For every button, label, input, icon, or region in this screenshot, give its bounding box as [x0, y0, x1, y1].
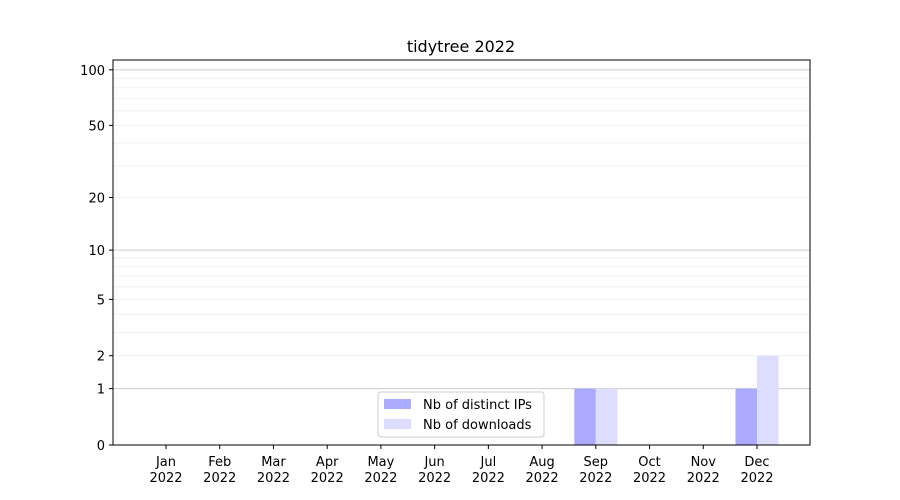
x-tick-label: Nov 2022	[687, 455, 720, 486]
chart-title: tidytree 2022	[407, 37, 515, 56]
y-tick-label: 100	[80, 64, 105, 79]
y-tick-label: 1	[97, 383, 105, 398]
y-tick-label: 20	[88, 192, 105, 207]
y-tick-label: 5	[97, 293, 105, 308]
y-tick-label: 2	[97, 350, 105, 365]
x-tick-label: Dec 2022	[740, 455, 773, 486]
legend-box	[377, 391, 545, 438]
x-tick-label: Sep 2022	[579, 455, 612, 486]
bar	[574, 388, 596, 445]
legend-label: Nb of distinct IPs	[423, 398, 532, 413]
x-tick-label: Mar 2022	[257, 455, 290, 486]
x-tick-label: Apr 2022	[311, 455, 344, 486]
x-tick-label: Feb 2022	[203, 455, 236, 486]
x-tick-label: May 2022	[364, 455, 397, 486]
legend-swatch	[384, 399, 411, 409]
plot-frame	[112, 59, 811, 446]
bars	[574, 355, 779, 445]
legend-swatch	[384, 419, 411, 429]
bar	[595, 388, 618, 445]
x-tick-label: Jun 2022	[418, 455, 451, 486]
x-axis: Jan 2022 Feb 2022 Mar 2022 Apr 2022 May 2022 Jun 20…	[149, 445, 774, 486]
legend-label: Nb of downloads	[423, 418, 532, 433]
x-tick-label: Aug 2022	[526, 455, 559, 486]
legend: Nb of distinct IPs Nb of downloads	[377, 391, 545, 438]
bar	[757, 355, 779, 445]
grid	[113, 69, 810, 390]
y-tick-label: 0	[97, 439, 105, 454]
y-axis: 0 1 2 5 10 20 50 100	[80, 64, 113, 454]
x-tick-label: Oct 2022	[633, 455, 666, 486]
y-tick-label: 50	[88, 119, 105, 134]
y-tick-label: 10	[88, 244, 105, 259]
x-tick-label: Jan 2022	[149, 455, 182, 486]
bar	[735, 388, 757, 445]
x-tick-label: Jul 2022	[472, 455, 505, 486]
